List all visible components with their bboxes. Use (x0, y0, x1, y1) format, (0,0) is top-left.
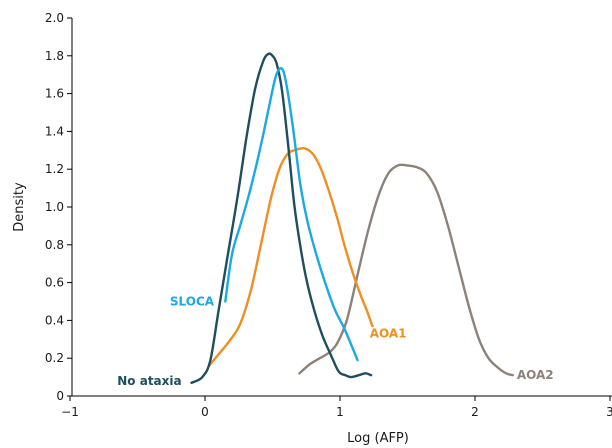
y-tick-label: 0.4 (45, 313, 64, 327)
x-tick-label: 3 (606, 405, 612, 419)
y-tick-label: 0 (56, 389, 64, 403)
y-tick-label: 0.8 (45, 238, 64, 252)
y-tick-label: 1.6 (45, 87, 64, 101)
series-line-sloca (224, 66, 359, 362)
y-tick-label: 1.2 (45, 162, 64, 176)
x-tick-label: 2 (471, 405, 479, 419)
x-axis-title: Log (AFP) (347, 431, 409, 446)
y-tick-label: 1.8 (45, 49, 64, 63)
x-tick-label: 0 (201, 405, 209, 419)
series-label-no-ataxia: No ataxia (117, 374, 181, 388)
x-tick-label: −1 (61, 405, 79, 419)
series-label-aoa1: AOA1 (370, 327, 407, 341)
y-tick-label: 1.4 (45, 124, 64, 138)
y-axis-title: Density (12, 182, 27, 232)
x-tick-label: 1 (336, 405, 344, 419)
series-label-aoa2: AOA2 (517, 368, 554, 382)
series-lines-group (190, 52, 514, 384)
ticks-group: 0 0.2 0.4 0.6 0.8 1.0 1.2 1.4 1.6 1.8 2.0 −1 0 1 2 3 (45, 11, 612, 419)
series-labels-group: No ataxia SLOCA AOA1 AOA2 (117, 295, 553, 388)
series-line-aoa1 (207, 146, 374, 367)
y-tick-label: 2.0 (45, 11, 64, 25)
series-label-sloca: SLOCA (170, 295, 215, 309)
y-tick-label: 0.6 (45, 276, 64, 290)
y-tick-label: 1.0 (45, 200, 64, 214)
series-line-aoa2 (298, 163, 514, 377)
y-tick-label: 0.2 (45, 351, 64, 365)
axes-group (71, 18, 612, 397)
series-line-no-ataxia (190, 52, 373, 384)
